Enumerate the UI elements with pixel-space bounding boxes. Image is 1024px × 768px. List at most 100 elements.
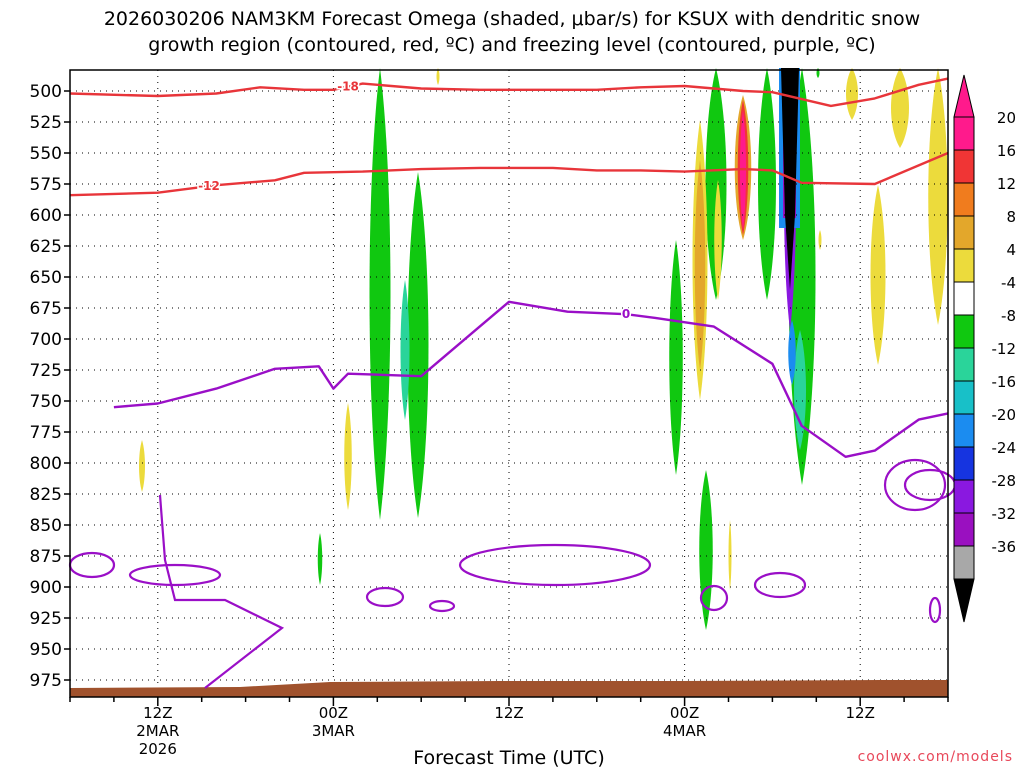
y-tick-label: 850 <box>30 516 62 536</box>
colorbar-swatch <box>953 248 975 283</box>
omega-shading-cell <box>407 172 429 518</box>
colorbar-label: -8 <box>1001 307 1016 325</box>
contour-line <box>883 458 947 512</box>
omega-shading-cell <box>891 68 909 148</box>
colorbar-swatch <box>953 413 975 448</box>
y-tick-label: 725 <box>30 361 62 381</box>
contour-line <box>69 151 949 197</box>
contour-lines: -18 -12 0 <box>68 77 957 689</box>
y-tick-label: 975 <box>30 671 62 691</box>
colorbar-label: 8 <box>1006 208 1016 226</box>
y-tick-label: 500 <box>30 82 62 102</box>
colorbar-swatch <box>953 215 975 250</box>
x-tick-sublabel: 2026 <box>139 740 177 758</box>
omega-shading-cell <box>728 520 732 590</box>
omega-shading-cell <box>400 280 410 420</box>
y-tick-label: 675 <box>30 299 62 319</box>
colorbar-swatch <box>953 182 975 217</box>
contour-label: -12 <box>198 179 220 193</box>
x-tick-label: 00Z <box>319 704 348 722</box>
colorbar-label: -36 <box>992 538 1017 556</box>
contour-label: -18 <box>337 80 359 94</box>
chart-title-line1: 2026030206 NAM3KM Forecast Omega (shaded… <box>104 8 920 30</box>
colorbar-label: 4 <box>1006 241 1016 259</box>
colorbar-swatch <box>953 545 975 580</box>
colorbar-label: -24 <box>992 439 1017 457</box>
y-tick-label: 775 <box>30 423 62 443</box>
contour-label: 0 <box>622 307 630 321</box>
terrain-strip <box>70 680 948 697</box>
colorbar-swatch <box>953 281 975 316</box>
y-tick-label: 650 <box>30 268 62 288</box>
colorbar-label: 20 <box>997 109 1016 127</box>
omega-shading-cell <box>369 68 391 520</box>
omega-shading-cell <box>699 470 713 630</box>
contour-line <box>365 586 405 608</box>
colorbar-label: -20 <box>992 406 1017 424</box>
omega-shading-cell <box>669 240 683 475</box>
omega-shading-cell <box>317 533 323 585</box>
colorbar-swatch <box>953 479 975 514</box>
colorbar-swatch <box>953 116 975 151</box>
y-tick-label: 925 <box>30 609 62 629</box>
colorbar-label: -32 <box>992 505 1017 523</box>
colorbar-label: -12 <box>992 340 1017 358</box>
colorbar-swatch <box>953 380 975 415</box>
contour-line <box>699 584 729 612</box>
colorbar-swatch <box>953 512 975 547</box>
omega-shading-cell <box>818 230 822 250</box>
chart-title-line2: growth region (contoured, red, ºC) and f… <box>148 34 875 56</box>
y-tick-label: 950 <box>30 640 62 660</box>
omega-shading <box>139 68 948 630</box>
y-axis: 500 525 550 575 600 625 650 675 700 725 750 775 800 8… <box>30 82 70 691</box>
y-tick-label: 550 <box>30 144 62 164</box>
colorbar-swatch <box>953 314 975 349</box>
omega-shading-cell <box>139 440 145 492</box>
y-tick-label: 700 <box>30 330 62 350</box>
y-tick-label: 575 <box>30 175 62 195</box>
colorbar-label: -16 <box>992 373 1017 391</box>
x-axis-title: Forecast Time (UTC) <box>413 747 604 768</box>
colorbar-label: 12 <box>997 175 1016 193</box>
omega-shading-cell <box>870 185 886 365</box>
contour-line <box>458 543 652 587</box>
y-tick-label: 800 <box>30 454 62 474</box>
contour-line <box>428 599 456 613</box>
omega-shading-cell <box>794 330 806 450</box>
colorbar-label: 16 <box>997 142 1016 160</box>
plot-area: -18 -12 0 <box>68 68 957 698</box>
colorbar-swatch <box>953 347 975 382</box>
y-tick-label: 825 <box>30 485 62 505</box>
omega-shading-cell <box>788 320 796 385</box>
colorbar-arrow-bottom <box>953 578 975 623</box>
omega-shading-cell <box>846 68 858 120</box>
contour-line <box>68 551 116 579</box>
x-tick-label: 00Z <box>670 704 699 722</box>
omega-shading-cell <box>694 160 706 370</box>
y-tick-label: 600 <box>30 206 62 226</box>
x-tick-sublabel: 3MAR <box>312 722 355 740</box>
terrain-fill <box>70 680 948 697</box>
contour-line <box>158 494 285 689</box>
colorbar-swatch <box>953 446 975 481</box>
y-tick-label: 900 <box>30 578 62 598</box>
contour-line <box>113 300 949 458</box>
y-tick-label: 750 <box>30 392 62 412</box>
contour-line <box>753 571 807 599</box>
omega-shading-cell <box>344 403 352 510</box>
colorbar-arrow-top <box>953 74 975 118</box>
colorbar-label: -28 <box>992 472 1017 490</box>
contour-line <box>928 596 942 624</box>
grid-lines <box>70 70 948 697</box>
y-tick-label: 525 <box>30 113 62 133</box>
omega-shading-cell <box>436 68 440 85</box>
colorbar: 20 16 12 8 4 -4 -8 -12 -16 -20 -24 -28 -32 -36 <box>953 74 1017 623</box>
x-tick-sublabel: 2MAR <box>136 722 179 740</box>
contour-line <box>128 563 222 587</box>
plot-frame <box>69 69 949 698</box>
x-tick-label: 12Z <box>846 704 875 722</box>
x-tick-label: 12Z <box>494 704 523 722</box>
credit-text: coolwx.com/models <box>858 749 1013 765</box>
